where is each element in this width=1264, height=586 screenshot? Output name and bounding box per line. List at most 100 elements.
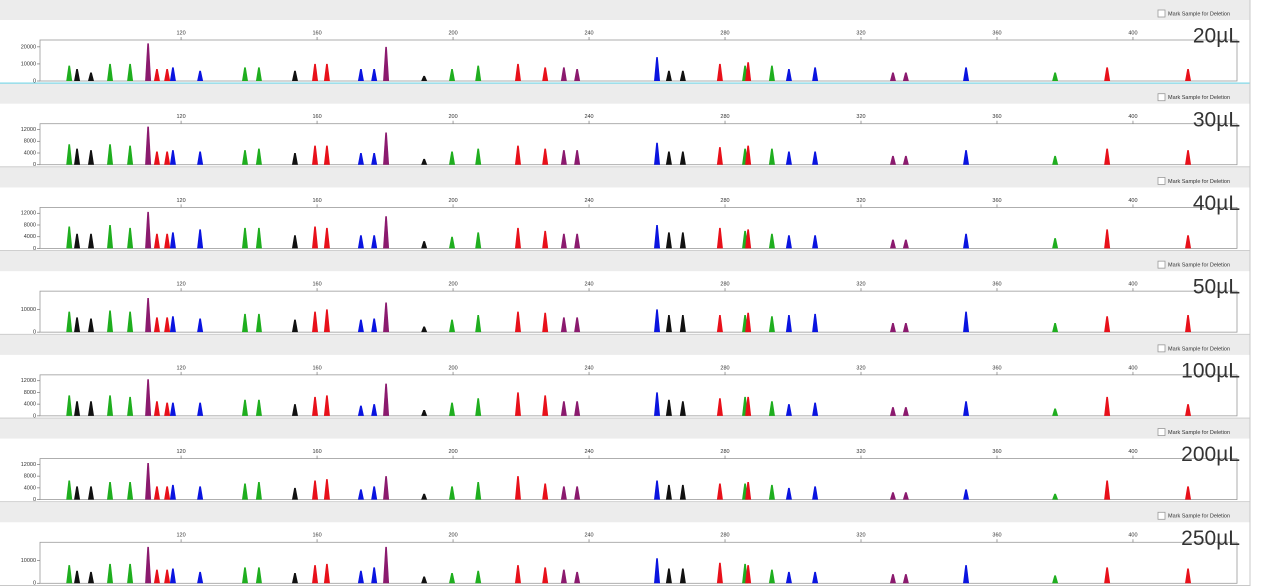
peak xyxy=(574,69,581,81)
peak xyxy=(197,151,204,165)
peak xyxy=(323,227,330,249)
peak xyxy=(421,576,428,584)
peak xyxy=(665,568,672,584)
x-tick-label: 320 xyxy=(856,198,865,204)
peak xyxy=(1185,315,1192,333)
peak xyxy=(164,317,171,333)
peak xyxy=(255,399,262,416)
peak xyxy=(679,401,686,416)
peak xyxy=(291,70,298,81)
sample-volume-label: 200µL xyxy=(1181,443,1240,466)
peak xyxy=(574,486,581,500)
peak xyxy=(169,568,176,584)
peak xyxy=(74,401,81,416)
peak xyxy=(574,401,581,416)
peak xyxy=(514,476,521,500)
peak xyxy=(785,69,792,81)
y-tick-label: 10000 xyxy=(21,61,36,67)
checkbox-label: Mark Sample for Deletion xyxy=(1168,179,1230,185)
plot-frame xyxy=(39,541,1238,584)
peak xyxy=(383,132,390,165)
checkbox[interactable] xyxy=(1157,93,1166,102)
peak xyxy=(812,67,819,81)
x-tick-label: 360 xyxy=(992,282,1001,288)
x-tick-label: 240 xyxy=(584,282,593,288)
x-tick-label: 320 xyxy=(856,449,865,455)
plot-frame xyxy=(39,458,1238,500)
peak xyxy=(312,226,319,249)
y-tick-label: 10000 xyxy=(21,307,36,313)
checkbox[interactable] xyxy=(1157,511,1166,520)
peak xyxy=(475,148,482,165)
peak xyxy=(164,69,171,81)
peak xyxy=(383,302,390,333)
peak xyxy=(560,569,567,584)
peak xyxy=(153,69,160,81)
peak xyxy=(716,483,723,500)
peak xyxy=(665,315,672,333)
sample-volume-label: 30µL xyxy=(1193,108,1240,131)
peak xyxy=(716,562,723,584)
peak xyxy=(542,312,549,333)
peak xyxy=(679,232,686,249)
checkbox-label: Mark Sample for Deletion xyxy=(1168,95,1230,101)
x-tick-label: 400 xyxy=(1128,533,1137,539)
x-tick-label: 200 xyxy=(448,114,457,120)
peak xyxy=(383,476,390,500)
peak xyxy=(107,482,114,500)
peak xyxy=(768,401,775,416)
checkbox[interactable] xyxy=(1157,428,1166,436)
peak xyxy=(514,311,521,333)
peak xyxy=(963,150,970,165)
peak xyxy=(449,573,456,584)
checkbox[interactable] xyxy=(1157,9,1166,18)
checkbox[interactable] xyxy=(1157,177,1166,185)
peak xyxy=(291,319,298,333)
peak xyxy=(475,398,482,416)
sample-volume-label: 250µL xyxy=(1181,527,1240,550)
peak xyxy=(255,567,262,584)
peak xyxy=(475,315,482,333)
x-tick-label: 400 xyxy=(1128,365,1137,371)
y-tick-label: 0 xyxy=(33,330,36,336)
x-tick-label: 200 xyxy=(448,449,457,455)
peak xyxy=(312,396,319,416)
peak xyxy=(66,144,73,165)
peak xyxy=(107,563,114,584)
sample-volume-label: 50µL xyxy=(1193,276,1240,299)
x-tick-label: 120 xyxy=(176,533,185,539)
peak xyxy=(514,63,521,81)
peak xyxy=(785,315,792,333)
peak xyxy=(768,484,775,500)
peak xyxy=(312,63,319,81)
peak xyxy=(665,484,672,500)
peak xyxy=(679,315,686,333)
peak xyxy=(169,316,176,333)
y-tick-label: 0 xyxy=(33,162,36,168)
peak xyxy=(164,233,171,249)
peak xyxy=(768,233,775,249)
peak xyxy=(449,69,456,81)
peak xyxy=(665,399,672,416)
checkbox-label: Mark Sample for Deletion xyxy=(1168,346,1230,352)
x-tick-label: 280 xyxy=(720,365,729,371)
peak xyxy=(785,404,792,416)
x-tick-label: 240 xyxy=(584,533,593,539)
peak xyxy=(323,563,330,584)
peak xyxy=(371,567,378,584)
x-tick-label: 160 xyxy=(312,198,321,204)
peak xyxy=(291,573,298,584)
peak xyxy=(679,484,686,500)
peak xyxy=(679,151,686,165)
peak xyxy=(679,568,686,584)
peak xyxy=(323,63,330,81)
checkbox[interactable] xyxy=(1157,260,1166,269)
peak xyxy=(889,323,896,333)
peak xyxy=(312,311,319,333)
y-tick-label: 20000 xyxy=(21,44,36,50)
peak xyxy=(560,401,567,416)
checkbox[interactable] xyxy=(1157,344,1166,353)
peak xyxy=(357,405,364,416)
peak xyxy=(449,402,456,416)
peak xyxy=(291,235,298,249)
